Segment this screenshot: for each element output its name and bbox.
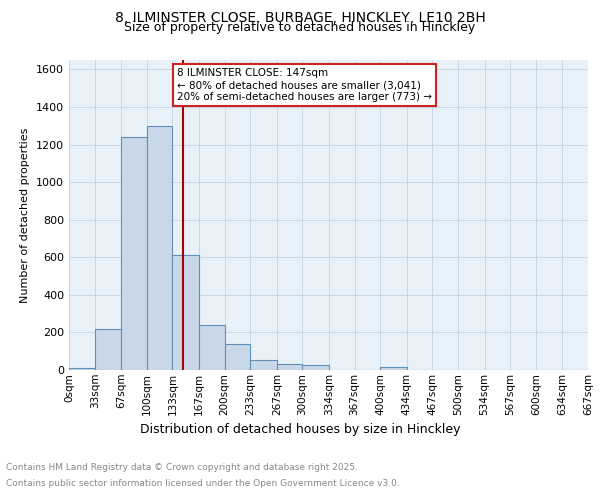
Bar	[380, 367, 407, 370]
Bar	[199, 325, 224, 370]
Bar	[172, 256, 199, 370]
Bar	[147, 126, 172, 370]
Text: Distribution of detached houses by size in Hinckley: Distribution of detached houses by size …	[140, 422, 460, 436]
Text: Size of property relative to detached houses in Hinckley: Size of property relative to detached ho…	[124, 22, 476, 35]
Bar	[250, 360, 277, 370]
Bar	[277, 364, 302, 370]
Text: 8 ILMINSTER CLOSE: 147sqm
← 80% of detached houses are smaller (3,041)
20% of se: 8 ILMINSTER CLOSE: 147sqm ← 80% of detac…	[177, 68, 432, 102]
Text: 8, ILMINSTER CLOSE, BURBAGE, HINCKLEY, LE10 2BH: 8, ILMINSTER CLOSE, BURBAGE, HINCKLEY, L…	[115, 11, 485, 25]
Bar	[69, 368, 95, 370]
Bar	[224, 344, 250, 370]
Bar	[121, 137, 147, 370]
Text: Contains HM Land Registry data © Crown copyright and database right 2025.: Contains HM Land Registry data © Crown c…	[6, 464, 358, 472]
Y-axis label: Number of detached properties: Number of detached properties	[20, 128, 31, 302]
Bar	[95, 328, 121, 370]
Bar	[302, 366, 329, 370]
Text: Contains public sector information licensed under the Open Government Licence v3: Contains public sector information licen…	[6, 478, 400, 488]
